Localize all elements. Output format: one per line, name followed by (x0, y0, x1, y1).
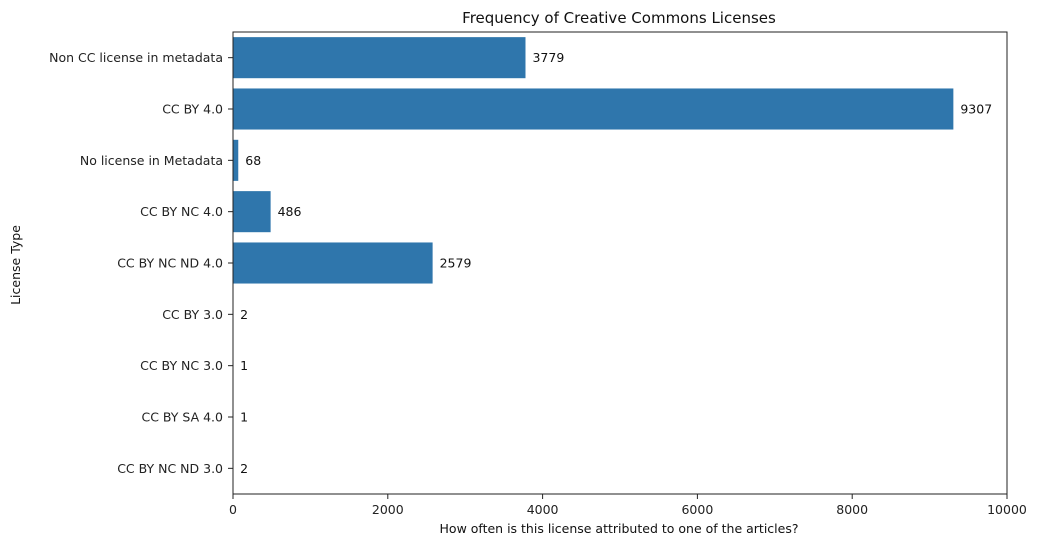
x-tick-label-3: 6000 (681, 502, 713, 517)
y-tick-label-0: Non CC license in metadata (49, 50, 223, 65)
x-tick-label-0: 0 (229, 502, 237, 517)
value-label-2: 68 (245, 153, 261, 168)
y-tick-label-1: CC BY 4.0 (162, 102, 223, 117)
y-axis-label: License Type (8, 225, 23, 305)
x-axis-label: How often is this license attributed to … (440, 521, 799, 536)
bar-2 (233, 139, 239, 181)
y-tick-label-6: CC BY NC 3.0 (140, 358, 223, 373)
bar-0 (233, 37, 526, 79)
value-label-5: 2 (240, 307, 248, 322)
x-tick-label-2: 4000 (527, 502, 559, 517)
value-label-6: 1 (240, 358, 248, 373)
x-tick-label-5: 10000 (987, 502, 1027, 517)
x-axis-ticks: 0 2000 4000 6000 8000 10000 (229, 494, 1027, 517)
bars: 3779 9307 68 486 2579 2 1 1 2 (233, 37, 992, 489)
bar-1 (233, 88, 954, 130)
chart-title: Frequency of Creative Commons Licenses (462, 9, 776, 27)
x-tick-label-4: 8000 (836, 502, 868, 517)
y-tick-label-3: CC BY NC 4.0 (140, 204, 223, 219)
value-label-3: 486 (278, 204, 302, 219)
bar-4 (233, 242, 433, 284)
y-tick-label-2: No license in Metadata (80, 153, 223, 168)
bar-3 (233, 191, 271, 233)
plot-frame (232, 31, 1008, 495)
value-label-8: 2 (240, 461, 248, 476)
y-axis-ticks: Non CC license in metadata CC BY 4.0 No li… (49, 50, 233, 476)
value-label-0: 3779 (532, 50, 564, 65)
y-tick-label-5: CC BY 3.0 (162, 307, 223, 322)
value-label-4: 2579 (440, 256, 472, 271)
y-tick-label-8: CC BY NC ND 3.0 (117, 461, 223, 476)
x-tick-label-1: 2000 (372, 502, 404, 517)
y-tick-label-4: CC BY NC ND 4.0 (117, 256, 223, 271)
value-label-7: 1 (240, 410, 248, 425)
value-label-1: 9307 (960, 102, 992, 117)
y-tick-label-7: CC BY SA 4.0 (141, 410, 223, 425)
